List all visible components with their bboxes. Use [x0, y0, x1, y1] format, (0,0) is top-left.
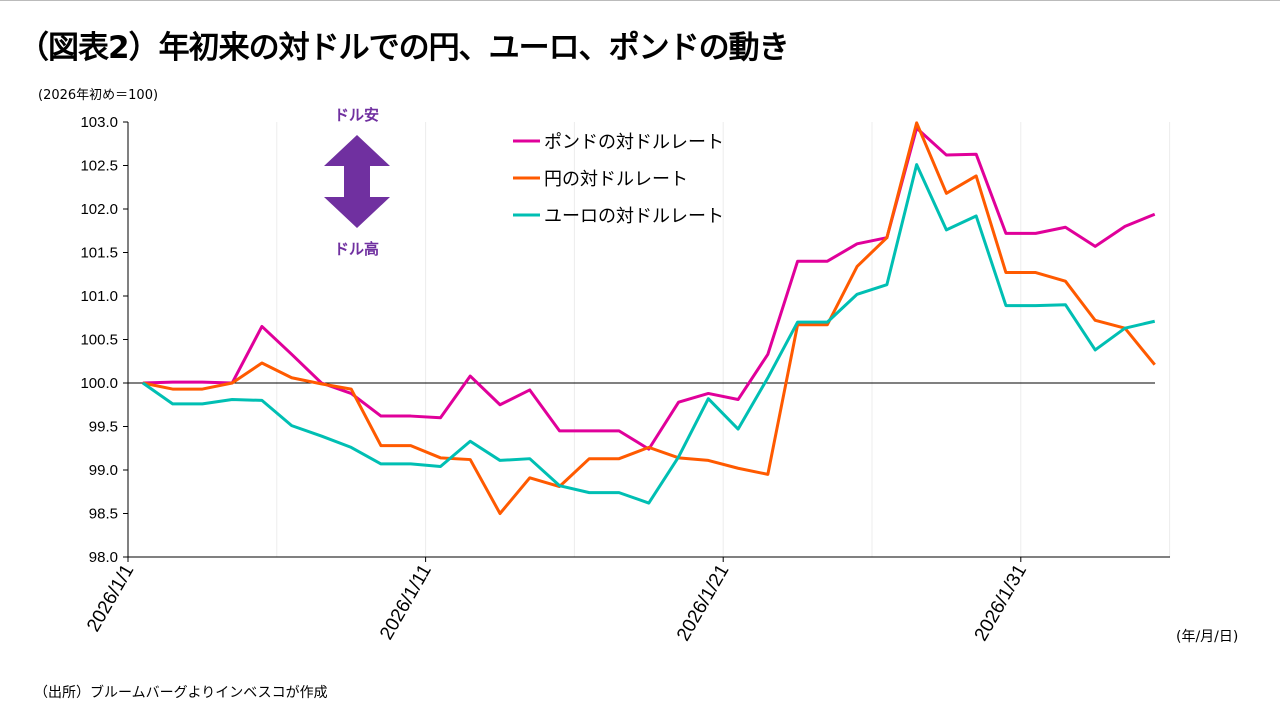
y-tick-label: 100.5 — [80, 332, 118, 349]
y-tick-label: 102.0 — [80, 201, 118, 218]
y-tick-label: 100.0 — [80, 375, 118, 392]
x-tick-label: 2026/1/21 — [673, 561, 733, 645]
x-tick-label: 2026/1/31 — [971, 561, 1031, 645]
x-tick-label: 2026/1/1 — [83, 561, 138, 636]
top-border — [0, 0, 1280, 1]
y-tick-label: 101.0 — [80, 288, 118, 305]
y-tick-label: 98.5 — [89, 506, 118, 523]
annotation-up-label: ドル安 — [334, 106, 380, 124]
y-tick-label: 103.0 — [80, 114, 118, 131]
annotation-down-label: ドル高 — [334, 240, 380, 258]
y-tick-label: 102.5 — [80, 158, 118, 175]
y-unit-label: (2026年初め＝100) — [38, 88, 159, 103]
y-tick-label: 101.5 — [80, 245, 118, 262]
y-tick-label: 99.5 — [89, 419, 118, 436]
y-tick-label: 99.0 — [89, 462, 118, 479]
source-note: （出所）ブルームバーグよりインベスコが作成 — [34, 685, 328, 701]
legend-label: 円の対ドルレート — [544, 169, 688, 190]
legend-label: ユーロの対ドルレート — [544, 206, 724, 227]
x-tick-label: 2026/1/11 — [376, 561, 436, 643]
double-arrow-up-down-icon — [324, 135, 390, 228]
chart-title: （図表2）年初来の対ドルでの円、ユーロ、ポンドの動き — [18, 30, 790, 66]
y-tick-label: 98.0 — [89, 549, 118, 566]
x-unit-label: (年/月/日) — [1176, 629, 1239, 645]
legend-label: ポンドの対ドルレート — [544, 132, 724, 153]
